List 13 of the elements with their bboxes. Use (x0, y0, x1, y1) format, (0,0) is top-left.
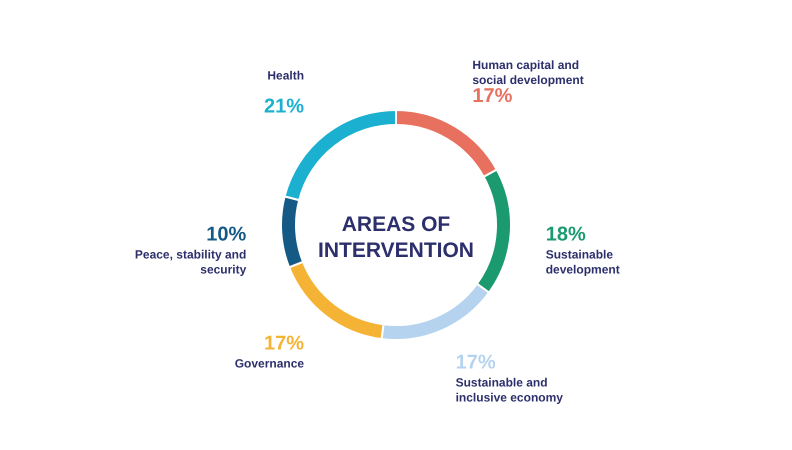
slice-label: Sustainable development (546, 247, 620, 276)
data-label: 17% (472, 84, 513, 107)
data-label: 10% (206, 223, 247, 246)
slice-label: Health (267, 68, 304, 82)
slice-label: Sustainable and inclusive economy (456, 376, 564, 405)
data-label: 17% (456, 352, 496, 374)
data-label: 17% (264, 332, 304, 355)
data-label: 18% (546, 223, 586, 246)
data-label: 21% (264, 95, 304, 118)
slice-label: Governance (234, 356, 304, 371)
text: AREAS OF INTERVENTION (318, 213, 474, 262)
slice-label: Peace, stability and security (134, 247, 247, 276)
slice-label: Human capital and social development (472, 58, 584, 87)
